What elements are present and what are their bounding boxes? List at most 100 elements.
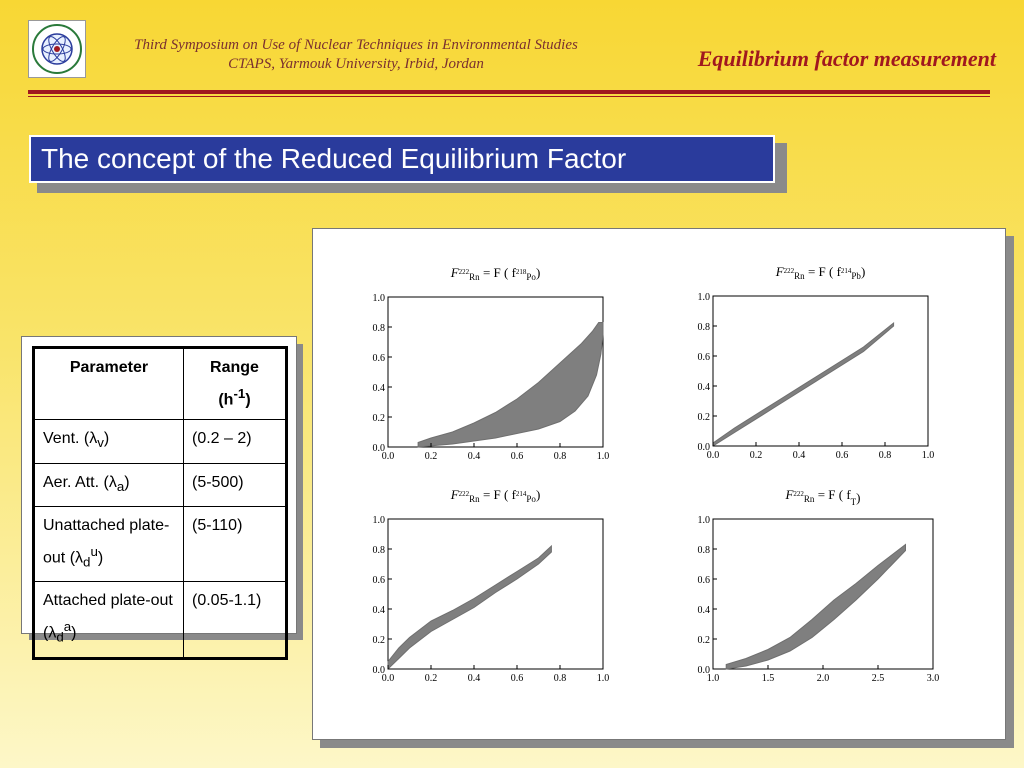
x-tick-label: 0.8 (554, 451, 567, 462)
plot-frame (712, 518, 934, 670)
param-text: Attached plate-out ( (43, 592, 173, 642)
param-cell: Aer. Att. (λa) (33, 462, 184, 507)
param-text: Vent. ( (43, 430, 90, 448)
header-rule-thin (28, 96, 990, 97)
y-tick-label: 0.2 (698, 412, 711, 423)
param-sup: u (90, 543, 98, 559)
chart-4: 1.0 1.5 2.0 2.5 3.0 0.0 0.2 0.4 0.6 0.8 1.0 F222Rn … (698, 487, 940, 684)
chart-formula: F222Rn = F ( f214Pb) (775, 264, 866, 281)
conference-line-2: CTAPS, Yarmouk University, Irbid, Jordan (228, 56, 484, 72)
table-row: Attached plate-out (λda) (0.05-1.1) (33, 581, 287, 659)
parameter-table-box: Parameter Range (h-1) Vent. (λv) (0.2 – … (21, 336, 297, 660)
x-tick-label: 0.6 (511, 673, 524, 684)
param-close: ) (103, 430, 110, 448)
data-band (417, 322, 604, 448)
x-tick-label: 1.5 (762, 673, 775, 684)
y-tick-label: 0.4 (373, 383, 386, 394)
header-range: Range (h-1) (183, 346, 287, 421)
y-tick-label: 0.2 (698, 635, 711, 646)
plot-frame (712, 295, 929, 447)
y-tick-label: 0.8 (373, 323, 386, 334)
param-close: ) (71, 624, 77, 642)
header-rule-thick (28, 90, 990, 94)
plot-frame (387, 518, 604, 670)
x-tick-label: 1.0 (922, 450, 935, 461)
table-row: Vent. (λv) (0.2 – 2) (33, 419, 287, 464)
table-header-row: Parameter Range (h-1) (33, 346, 287, 421)
conference-info: Third Symposium on Use of Nuclear Techni… (96, 36, 616, 74)
x-tick-label: 0.6 (836, 450, 849, 461)
chart-1: 0.0 0.2 0.4 0.6 0.8 1.0 0.0 0.2 0.4 0.6 0.8 1.0 F222… (373, 265, 610, 462)
y-tick-label: 1.0 (698, 515, 711, 526)
param-cell: Attached plate-out (λda) (33, 581, 184, 659)
range-cell: (0.05-1.1) (183, 581, 287, 659)
x-tick-label: 3.0 (927, 673, 940, 684)
y-tick-label: 0.8 (698, 322, 711, 333)
x-tick-label: 1.0 (597, 451, 610, 462)
header-range-unit-close: ) (245, 391, 251, 409)
chart-2: 0.0 0.2 0.4 0.6 0.8 1.0 0.0 0.2 0.4 0.6 0.8 1.0 F222… (698, 264, 935, 461)
plot-frame (387, 296, 604, 448)
param-symbol: λ (89, 430, 98, 448)
range-cell: (5-500) (183, 462, 287, 507)
chart-formula: F222Rn = F ( f218Po) (450, 265, 541, 282)
y-tick-label: 0.0 (373, 443, 386, 454)
param-cell: Unattached plate-out (λdu) (33, 505, 184, 583)
param-symbol: λ (48, 624, 57, 642)
param-sub: d (83, 554, 91, 570)
param-text: Unattached plate-out ( (43, 516, 170, 567)
param-close: ) (124, 473, 130, 491)
ctaps-logo (28, 20, 86, 78)
data-band (387, 544, 552, 671)
equilibrium-charts: 0.0 0.2 0.4 0.6 0.8 1.00.00.20.40.60.81.0F222… (373, 264, 940, 684)
chart-panel: 0.0 0.2 0.4 0.6 0.8 1.0 0.0 0.2 0.4 0.6 0.8 1.0 F222… (312, 228, 1006, 740)
ctaps-seal-icon (32, 24, 82, 74)
param-sub: d (56, 629, 64, 645)
x-tick-label: 1.0 (707, 673, 720, 684)
x-tick-label: 0.0 (382, 673, 395, 684)
y-tick-label: 0.0 (698, 665, 711, 676)
y-tick-label: 0.2 (373, 635, 386, 646)
x-tick-label: 0.4 (793, 450, 806, 461)
y-tick-label: 0.6 (373, 575, 386, 586)
y-tick-label: 0.0 (698, 442, 711, 453)
header-parameter: Parameter (33, 346, 184, 421)
concept-banner: The concept of the Reduced Equilibrium F… (29, 135, 775, 183)
y-tick-label: 0.2 (373, 413, 386, 424)
y-tick-label: 0.6 (373, 353, 386, 364)
y-tick-label: 0.6 (698, 575, 711, 586)
x-tick-label: 2.5 (872, 673, 885, 684)
y-tick-label: 0.4 (373, 605, 386, 616)
x-tick-label: 0.4 (468, 673, 481, 684)
x-tick-label: 0.0 (707, 450, 720, 461)
range-cell: (5-110) (183, 505, 287, 583)
header-range-unit-sup: -1 (233, 386, 246, 401)
param-sup: a (63, 619, 72, 635)
param-sub: v (97, 435, 104, 451)
chart-formula: F222Rn = F ( fT) (784, 487, 860, 507)
x-tick-label: 0.2 (750, 450, 763, 461)
param-cell: Vent. (λv) (33, 419, 184, 464)
x-tick-label: 0.8 (879, 450, 892, 461)
x-tick-label: 1.0 (597, 673, 610, 684)
data-band (725, 543, 906, 670)
y-tick-label: 0.8 (698, 545, 711, 556)
x-tick-label: 0.4 (468, 451, 481, 462)
param-sub: a (116, 478, 125, 494)
slide-title: Equilibrium factor measurement (697, 46, 996, 71)
y-tick-label: 0.8 (373, 545, 386, 556)
conference-line-1: Third Symposium on Use of Nuclear Techni… (134, 37, 578, 53)
param-text: Aer. Att. ( (43, 473, 109, 491)
parameter-table: Parameter Range (h-1) Vent. (λv) (0.2 – … (32, 346, 288, 660)
table-row: Unattached plate-out (λdu) (5-110) (33, 505, 287, 583)
table-row: Aer. Att. (λa) (5-500) (33, 462, 287, 507)
param-close: ) (97, 549, 104, 567)
chart-3: 0.0 0.2 0.4 0.6 0.8 1.0 0.0 0.2 0.4 0.6 0.8 1.0 F222… (373, 487, 610, 684)
x-tick-label: 0.2 (425, 673, 438, 684)
header-range-label: Range (210, 359, 259, 376)
y-tick-label: 1.0 (373, 515, 386, 526)
y-tick-label: 0.0 (373, 665, 386, 676)
y-tick-label: 1.0 (698, 292, 711, 303)
x-tick-label: 0.0 (382, 451, 395, 462)
x-tick-label: 0.8 (554, 673, 567, 684)
